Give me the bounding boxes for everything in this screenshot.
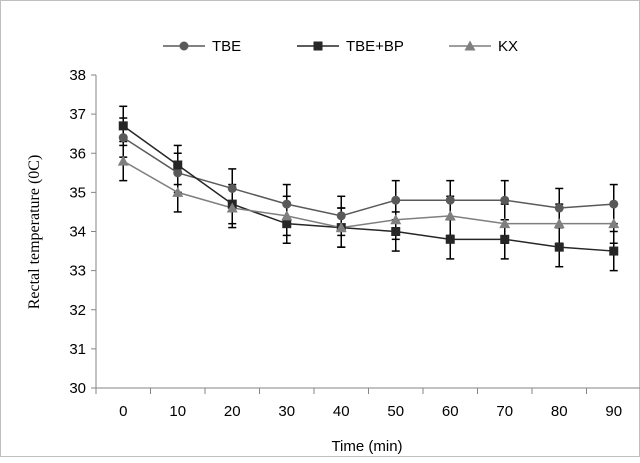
data-point <box>336 211 346 221</box>
data-point <box>500 234 510 244</box>
y-axis-label: Rectal temperature (0C) <box>26 155 43 310</box>
data-point <box>282 199 292 209</box>
data-point <box>608 218 620 229</box>
x-tick-label: 30 <box>278 403 295 420</box>
y-tick-label: 35 <box>69 184 86 201</box>
x-tick-label: 60 <box>442 403 459 420</box>
data-point <box>554 203 564 213</box>
y-tick-label: 34 <box>69 224 86 241</box>
x-tick-label: 10 <box>169 403 186 420</box>
data-point <box>554 242 564 252</box>
data-point <box>281 210 293 221</box>
y-tick-label: 32 <box>69 302 86 319</box>
y-tick-label: 36 <box>69 145 86 162</box>
data-point <box>173 168 183 178</box>
x-tick-label: 50 <box>387 403 404 420</box>
data-point <box>118 121 128 131</box>
x-tick-label: 40 <box>333 403 350 420</box>
y-tick-label: 37 <box>69 106 86 123</box>
series-markers <box>117 121 620 256</box>
x-tick-label: 0 <box>119 403 127 420</box>
data-point <box>499 218 511 229</box>
x-tick-label: 80 <box>551 403 568 420</box>
data-point <box>609 246 619 256</box>
data-point <box>282 219 292 229</box>
legend-label: KX <box>498 38 518 55</box>
legend-marker <box>313 41 323 51</box>
data-point <box>390 214 402 225</box>
data-point <box>226 202 238 213</box>
data-point <box>173 160 183 170</box>
series-lines <box>122 125 614 252</box>
data-point <box>553 218 565 229</box>
y-tick-label: 31 <box>69 341 86 358</box>
series-line-tbe-bp <box>122 125 614 252</box>
x-tick-label: 20 <box>224 403 241 420</box>
legend: TBE TBE+BP KX <box>163 38 518 55</box>
x-tick-label: 90 <box>605 403 622 420</box>
data-point <box>172 186 184 197</box>
y-tick-label: 30 <box>69 380 86 397</box>
series-line-kx <box>122 160 614 229</box>
legend-marker <box>464 40 476 51</box>
axes <box>91 74 640 394</box>
series-line-tbe <box>122 136 614 217</box>
data-point <box>445 234 455 244</box>
data-point <box>335 222 347 233</box>
tick-labels: 30 31 32 33 34 35 36 37 38 0 10 20 30 40 50 60 70 80 90 <box>69 67 622 420</box>
data-point <box>500 195 510 205</box>
data-point <box>227 183 237 193</box>
data-point <box>117 155 129 166</box>
legend-marker <box>179 41 189 51</box>
data-point <box>118 133 128 143</box>
x-tick-label: 70 <box>496 403 513 420</box>
legend-label: TBE+BP <box>346 38 404 55</box>
data-point <box>609 199 619 209</box>
data-point <box>391 195 401 205</box>
error-bars <box>119 105 618 272</box>
x-axis-label: Time (min) <box>331 438 402 455</box>
y-tick-label: 33 <box>69 263 86 280</box>
data-point <box>444 210 456 221</box>
y-tick-label: 38 <box>69 67 86 84</box>
legend-label: TBE <box>212 38 241 55</box>
data-point <box>445 195 455 205</box>
data-point <box>391 227 401 236</box>
